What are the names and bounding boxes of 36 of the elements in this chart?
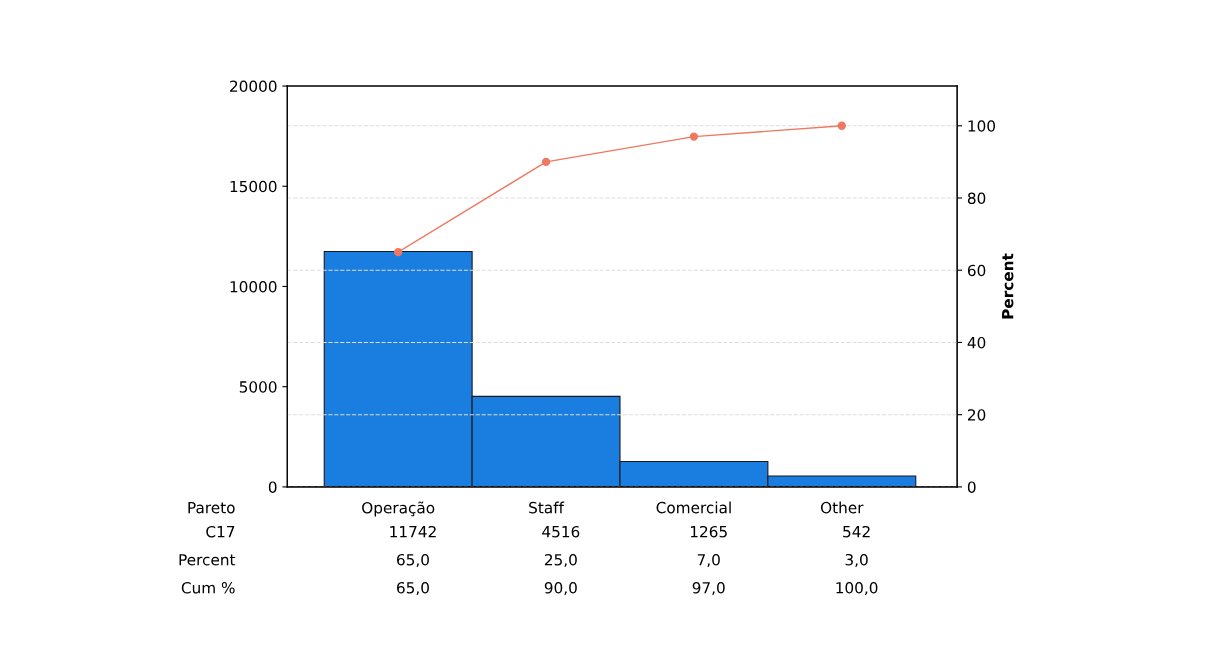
- y-tick-label: 5000: [239, 381, 277, 393]
- text: 25,0: [544, 553, 577, 568]
- y2-tick-label: 20: [967, 409, 986, 421]
- x-tick-label: Comercial: [656, 501, 731, 514]
- point: [541, 157, 551, 167]
- text: Percent: [179, 554, 236, 566]
- text: 65,0: [397, 553, 429, 568]
- data-label: 65,0: [397, 582, 429, 596]
- y2-tick-label: 60: [967, 264, 986, 277]
- text: 7,0: [697, 553, 720, 568]
- y2-tick-label: 100: [968, 120, 996, 132]
- y2-tick-label: 0: [967, 481, 976, 493]
- text: C17: [206, 525, 235, 538]
- x-tick-label: Staff: [529, 501, 565, 514]
- x-tick-label: Operação: [362, 501, 435, 517]
- y2-axis-title: Percent: [1002, 253, 1014, 319]
- data-label: 542: [843, 525, 870, 538]
- data-label: 11742: [390, 525, 436, 538]
- text: Cum %: [181, 582, 235, 594]
- data-label: 1265: [690, 525, 727, 538]
- y-tick-label: 0: [268, 481, 277, 493]
- text: 3,0: [845, 553, 868, 568]
- point: [394, 248, 403, 257]
- text: Pareto: [188, 502, 235, 514]
- data-label: 100,0: [836, 582, 878, 596]
- y2-tick-label: 40: [967, 336, 986, 349]
- y-tick-label: 20000: [230, 80, 277, 93]
- data-label: 97,0: [692, 582, 725, 596]
- y-tick-label: 15000: [230, 180, 277, 193]
- x-tick-label: Other: [820, 501, 864, 514]
- data-label: 90,0: [544, 582, 577, 596]
- y-tick-label: 10000: [230, 280, 277, 293]
- point: [689, 132, 699, 141]
- y2-tick-label: 80: [967, 192, 986, 205]
- point: [837, 121, 846, 130]
- data-label: 4516: [542, 525, 580, 538]
